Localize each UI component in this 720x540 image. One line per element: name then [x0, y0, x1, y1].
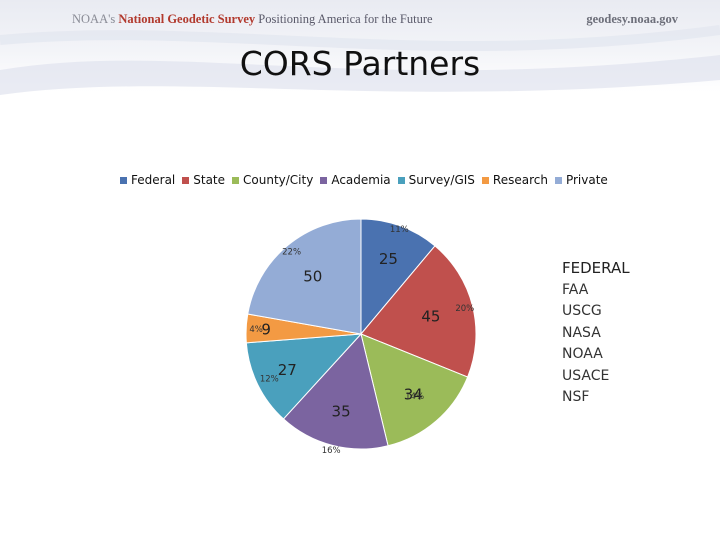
legend-label: County/City [243, 173, 314, 187]
legend-label: Survey/GIS [408, 173, 475, 187]
legend-label: Federal [131, 173, 176, 187]
header-agency-name: National Geodetic Survey [118, 12, 256, 26]
header-site: geodesy.noaa.gov [586, 12, 678, 26]
slice-percent-label: 12% [260, 375, 279, 385]
chart-legend: Federal State County/City Academia Survey/GI… [120, 172, 615, 188]
header-tagline: Positioning America for the Future [258, 12, 433, 26]
legend-swatch [397, 176, 405, 184]
slice-percent-label: 20% [455, 304, 474, 314]
legend-item: Research [481, 173, 548, 187]
legend-label: Private [565, 173, 608, 187]
legend-swatch [320, 176, 328, 184]
federal-list-heading: FEDERAL [562, 259, 630, 277]
legend-label: Research [492, 173, 548, 187]
legend-swatch [120, 176, 127, 184]
legend-item: State [182, 173, 225, 187]
federal-list-item: FAA [562, 281, 589, 298]
pie-slice-survey-gis [245, 333, 363, 420]
legend-swatch [182, 176, 190, 184]
slice-value-label: 9 [261, 320, 271, 338]
legend-item: Federal [120, 173, 175, 187]
slice-percent-label: 11% [390, 225, 409, 235]
federal-list: FEDERAL FAA USCG NASA NOAA USACE NSF [562, 258, 630, 409]
legend-item: County/City [232, 173, 313, 187]
federal-list-item: NSF [562, 389, 590, 405]
slice-value-label: 50 [303, 268, 322, 286]
slice-value-label: 27 [278, 361, 297, 379]
legend-swatch [554, 176, 562, 184]
federal-list-item: NOAA [562, 346, 603, 362]
header-brand: NOAA's National Geodetic Survey Position… [72, 12, 433, 27]
legend-item: Survey/GIS [397, 173, 475, 187]
header-org: NOAA's [72, 12, 116, 26]
pie-slice-county-city [360, 333, 469, 447]
chart-title: CORS Partners [239, 44, 481, 83]
slice-value-label: 35 [332, 402, 351, 420]
slice-value-label: 45 [421, 308, 440, 326]
legend-label: State [193, 173, 226, 187]
slice-percent-label: 4% [249, 325, 263, 335]
pie-slice-federal [360, 218, 436, 336]
legend-swatch [481, 176, 489, 184]
federal-list-item: USCG [562, 303, 602, 319]
legend-item: Private [554, 173, 608, 187]
legend-label: Academia [331, 173, 391, 187]
slice-percent-label: 14% [405, 392, 424, 402]
banner-swoosh [0, 25, 720, 95]
slice-value-label: 25 [379, 250, 398, 268]
slice-percent-label: 22% [282, 247, 301, 257]
pie-slice-private [247, 218, 362, 335]
pie-slice-academia [282, 332, 389, 450]
federal-list-item: NASA [562, 324, 601, 341]
legend-item: Academia [320, 173, 391, 187]
legend-swatch [232, 176, 240, 184]
federal-list-item: USACE [562, 367, 610, 384]
slice-value-label: 34 [404, 386, 423, 404]
pie-slice-state [360, 245, 477, 378]
slice-percent-label: 16% [322, 446, 341, 456]
